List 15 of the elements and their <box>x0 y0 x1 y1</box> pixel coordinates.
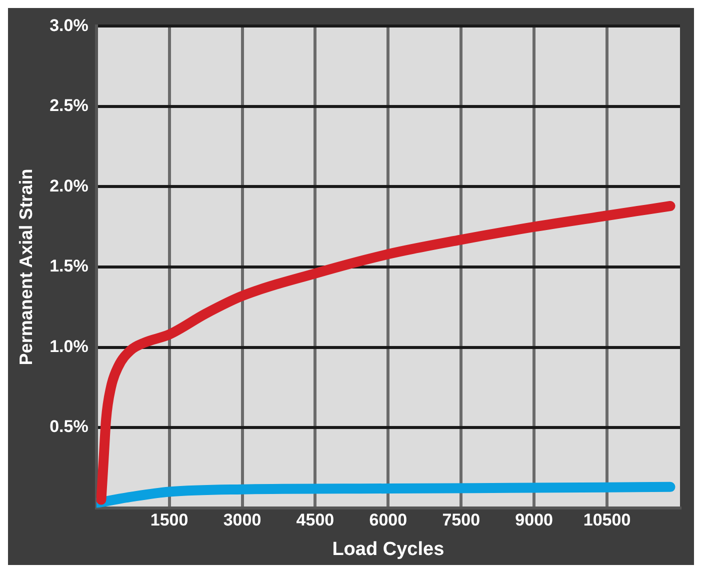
x-tick-label: 3000 <box>223 510 262 530</box>
y-tick-label: 1.5% <box>50 256 88 276</box>
y-tick-label: 0.5% <box>50 417 88 436</box>
x-tick-label: 6000 <box>369 510 408 530</box>
y-tick-label: 2.0% <box>50 176 88 196</box>
y-tick-label: 1.0% <box>50 336 88 356</box>
x-tick-label: 9000 <box>515 510 553 530</box>
x-tick-label: 10500 <box>583 510 631 530</box>
y-tick-label: 2.5% <box>50 96 88 116</box>
y-axis-title: Permanent Axial Strain <box>16 168 36 366</box>
y-tick-label: 3.0% <box>50 16 88 35</box>
x-tick-label: 1500 <box>150 510 188 530</box>
x-tick-label: 7500 <box>442 510 480 530</box>
x-axis-title: Load Cycles <box>332 538 444 560</box>
x-tick-label: 4500 <box>296 510 334 530</box>
